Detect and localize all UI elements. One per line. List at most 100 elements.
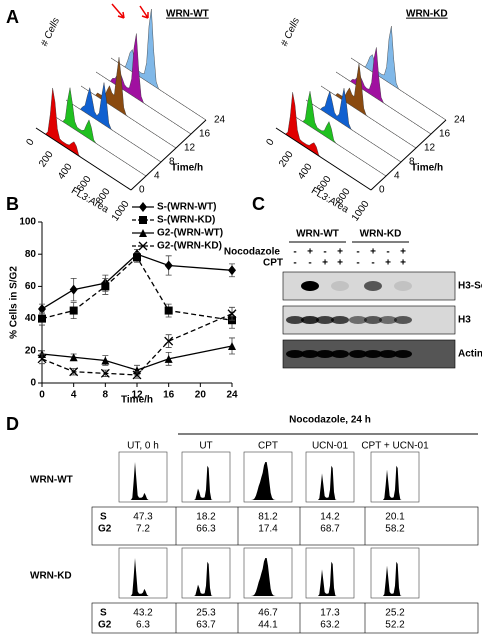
histogram	[186, 465, 226, 500]
series-line	[41, 345, 233, 371]
x-tick-label: 400	[296, 161, 315, 181]
x-tick-label: 8	[103, 390, 109, 401]
header: Nocodazole, 24 h	[289, 415, 371, 426]
marker	[228, 265, 236, 276]
s-value: 81.2	[258, 512, 278, 523]
histogram-frame	[118, 451, 168, 503]
blot-band	[331, 350, 349, 358]
marker	[69, 353, 78, 362]
floor-line	[80, 85, 177, 149]
band-label: Actin	[458, 349, 482, 360]
blot-band	[301, 316, 319, 324]
floor-line	[350, 57, 447, 121]
sign: +	[337, 247, 343, 258]
sign: +	[307, 247, 313, 258]
x-tick-label: 16	[163, 390, 175, 401]
legend-label: S-(WRN-WT)	[157, 202, 216, 213]
y-tick-label: 20	[25, 345, 37, 356]
g2-value: 63.2	[320, 620, 340, 631]
sign: -	[386, 247, 389, 258]
sign: -	[293, 258, 296, 269]
s-label: S	[100, 608, 107, 619]
blot-band	[394, 281, 412, 291]
column-label: CPT	[258, 441, 278, 452]
histogram-frame	[118, 547, 168, 599]
s-value: 14.2	[320, 512, 340, 523]
treatment-label: CPT	[263, 258, 283, 269]
blot-band	[331, 316, 349, 324]
histogram-shape	[320, 63, 417, 149]
s-value: 46.7	[258, 608, 278, 619]
marker	[69, 367, 79, 377]
marker	[164, 260, 173, 271]
column-label: CPT + UCN-01	[361, 441, 429, 452]
marker	[100, 368, 110, 378]
g2-value: 7.2	[136, 524, 150, 535]
row-label: WRN-KD	[30, 571, 72, 582]
time-tick-label: 12	[424, 143, 436, 154]
marker	[164, 336, 174, 346]
band-label: H3	[458, 315, 471, 326]
sign: +	[370, 247, 376, 258]
histogram	[123, 462, 163, 500]
marker	[101, 282, 110, 291]
s-label: S	[100, 512, 107, 523]
axis-line	[275, 127, 372, 191]
s-value: 17.3	[320, 608, 340, 619]
s-value: 18.2	[196, 512, 216, 523]
floor-line	[110, 57, 207, 121]
histogram	[375, 465, 415, 500]
histogram	[310, 561, 350, 596]
blot-band	[364, 316, 382, 324]
histogram	[186, 561, 226, 596]
histogram-frame	[181, 547, 231, 599]
histogram-shape	[80, 57, 177, 149]
histogram-shape	[95, 33, 192, 135]
time-tick-label: 24	[454, 115, 466, 126]
plot-title: WRN-KD	[406, 9, 448, 20]
time-tick-label: 12	[184, 143, 196, 154]
time-tick-label: 16	[199, 129, 211, 140]
blot-band	[316, 316, 334, 324]
y-tick-label: 80	[25, 249, 37, 260]
column-label: UT, 0 h	[127, 441, 159, 452]
s-value: 43.2	[133, 608, 153, 619]
x-tick-label: 1000	[350, 199, 372, 224]
y-axis-label: # Cells	[39, 16, 62, 48]
floor-line	[290, 113, 387, 177]
x-tick-label: 0	[24, 137, 36, 148]
panel-label: B	[6, 194, 19, 214]
x-tick-label: 20	[195, 390, 207, 401]
arrow	[111, 3, 125, 19]
blot-band	[394, 316, 412, 324]
y-tick-label: 40	[25, 313, 37, 324]
blot-band	[349, 316, 367, 324]
x-tick-label: 1000	[110, 199, 132, 224]
y-tick-label: 0	[30, 378, 36, 389]
group-label: WRN-WT	[296, 229, 339, 240]
g2-value: 63.7	[196, 620, 216, 631]
x-tick-label: 0	[39, 390, 45, 401]
time-tick-label: 4	[154, 171, 160, 182]
blot-band	[286, 350, 304, 358]
series-line	[41, 313, 233, 376]
x-tick-label: 0	[264, 137, 276, 148]
marker	[139, 216, 147, 224]
x-tick-label: 4	[71, 390, 77, 401]
blot-band	[301, 281, 319, 291]
marker	[139, 202, 147, 212]
sign: +	[400, 247, 406, 258]
marker	[38, 303, 46, 314]
marker	[69, 306, 78, 315]
histogram	[248, 558, 288, 596]
arrow	[139, 5, 149, 19]
blot-band	[364, 281, 382, 291]
time-label: Time/h	[171, 163, 203, 174]
g2-label: G2	[98, 620, 112, 631]
blot-band	[394, 350, 412, 358]
s-value: 47.3	[133, 512, 153, 523]
marker	[164, 306, 173, 315]
marker	[138, 241, 148, 251]
blot-band	[379, 350, 397, 358]
